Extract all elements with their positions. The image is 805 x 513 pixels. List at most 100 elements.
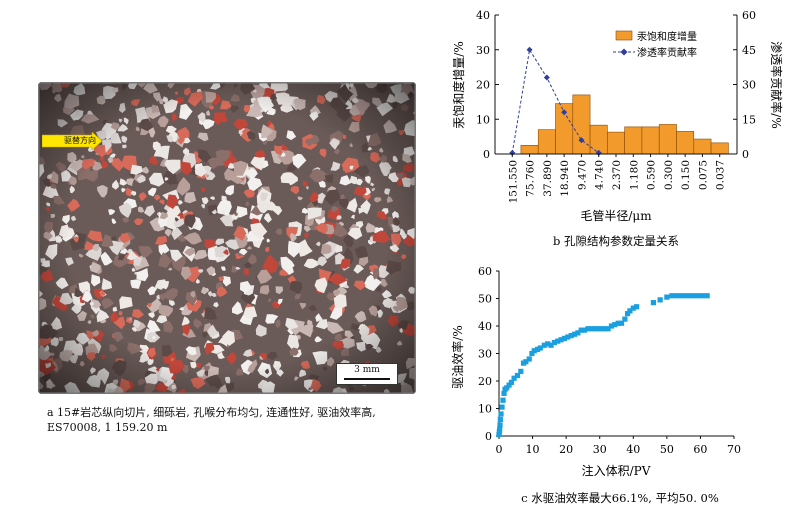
data-point-61 <box>699 293 705 299</box>
bar-1.180 <box>624 126 643 155</box>
data-point-20 <box>531 348 537 354</box>
data-point-24 <box>545 341 551 347</box>
arrow-right-icon <box>42 132 102 150</box>
data-point-48 <box>624 311 631 317</box>
x-tick-label: 0.150 <box>680 160 692 190</box>
bar-0.300 <box>658 124 677 155</box>
data-point-10 <box>504 385 510 391</box>
caption-a-line2: ES70008, 1 159.20 m <box>47 421 168 434</box>
data-point-55 <box>669 293 675 299</box>
chart-c-marks <box>496 293 710 438</box>
data-point-27 <box>555 338 561 344</box>
data-point-7 <box>500 397 506 403</box>
scale-label: 3 mm <box>354 365 380 375</box>
bar-75.760 <box>520 145 539 155</box>
chart-c-ylabel: 驱油效率/% <box>450 325 465 388</box>
data-point-47 <box>622 316 628 322</box>
data-point-19 <box>529 350 535 357</box>
data-point-43 <box>608 323 615 329</box>
x-tick-label: 1.180 <box>628 160 640 190</box>
data-point-51 <box>634 304 640 310</box>
y2-tick-label: 15 <box>742 113 756 126</box>
pore-structure-chart: 0 10 20 30 40 0 15 30 45 60 151.550 75.760 37.890 18.… <box>451 9 784 248</box>
data-point-15 <box>518 368 524 374</box>
chart-b-ylabel: 汞饱和度增量/% <box>451 41 466 128</box>
data-point-46 <box>618 320 625 326</box>
y2-tick-label: 45 <box>742 44 756 57</box>
y-tick-label: 20 <box>476 79 490 92</box>
chart-b-y2label: 渗透率贡献率/% <box>769 41 784 128</box>
caption-a-line1: a 15#岩芯纵向切片, 细砾岩, 孔喉分布均匀, 连通性好, 驱油效率高, <box>47 406 376 419</box>
y2-tick-label: 0 <box>742 148 749 161</box>
bar-4.740 <box>589 124 608 155</box>
x-tick-label: 70 <box>727 443 741 456</box>
x-tick-label: 50 <box>660 443 674 456</box>
data-point-21 <box>535 346 541 352</box>
x-tick-label: 10 <box>526 443 540 456</box>
data-point-0 <box>496 432 502 438</box>
y-tick-label: 30 <box>476 44 490 57</box>
y-tick-label: 50 <box>478 293 492 306</box>
data-point-1 <box>496 429 502 435</box>
data-point-54 <box>664 294 670 300</box>
data-point-28 <box>558 337 564 343</box>
data-point-58 <box>684 293 690 299</box>
x-tick-label: 30 <box>593 443 607 456</box>
chart-b-legend: 汞饱和度增量 渗透率贡献率 <box>613 30 697 59</box>
x-tick-label: 0.590 <box>646 160 658 190</box>
x-tick-label: 37.890 <box>542 160 554 197</box>
data-point-32 <box>571 331 578 337</box>
y-tick-label: 20 <box>478 375 492 388</box>
chart-b-caption: b 孔隙结构参数定量关系 <box>553 234 679 248</box>
data-point-49 <box>627 308 633 314</box>
data-point-30 <box>565 334 571 340</box>
x-tick-label: 0.075 <box>697 160 709 190</box>
caption-a: a 15#岩芯纵向切片, 细砾岩, 孔喉分布均匀, 连通性好, 驱油效率高, E… <box>47 405 376 435</box>
x-tick-label: 60 <box>693 443 707 456</box>
data-point-22 <box>537 345 543 351</box>
data-point-6 <box>499 404 505 410</box>
x-tick-label: 4.740 <box>594 160 606 190</box>
data-point-5 <box>498 411 504 417</box>
data-point-45 <box>615 320 621 326</box>
legend-line-marker <box>620 48 628 56</box>
chart-c-caption: c 水驱油效率最大66.1%, 平均50. 0% <box>521 491 719 505</box>
data-point-31 <box>568 333 574 339</box>
data-point-59 <box>689 293 695 299</box>
bar-0.037 <box>710 142 729 155</box>
y-tick-label: 0 <box>483 148 490 161</box>
chart-b-xlabel: 毛管半径/μm <box>580 208 652 223</box>
x-tick-label: 0.300 <box>663 160 675 190</box>
data-point-33 <box>575 330 581 336</box>
data-point-8 <box>501 390 507 396</box>
data-point-38 <box>592 326 598 332</box>
data-point-40 <box>598 326 604 332</box>
legend-bar-label: 汞饱和度增量 <box>637 30 697 43</box>
data-point-18 <box>526 356 532 362</box>
data-point-23 <box>541 342 547 348</box>
x-tick-label: 2.370 <box>611 160 623 190</box>
x-tick-label: 18.940 <box>559 160 571 197</box>
data-point-17 <box>523 359 529 365</box>
data-point-3 <box>497 422 503 428</box>
permeability-point-1 <box>526 46 533 53</box>
x-tick-label: 9.470 <box>576 160 588 190</box>
displacement-efficiency-chart: 0 10 20 30 40 50 60 0 10 20 30 40 50 60 70 驱油效率/% 注入体积… <box>450 265 741 505</box>
rock-slice-image <box>38 82 416 394</box>
permeability-line <box>511 48 600 154</box>
y-tick-label: 40 <box>476 9 490 22</box>
chart-c-xlabel: 注入体积/PV <box>582 463 651 478</box>
bar-0.150 <box>676 131 695 155</box>
data-point-53 <box>657 297 663 303</box>
bar-37.890 <box>537 129 556 155</box>
legend-line-label: 渗透率贡献率 <box>637 46 697 59</box>
y-tick-label: 0 <box>485 430 492 443</box>
data-point-56 <box>674 293 680 299</box>
permeability-point-2 <box>543 74 550 81</box>
permeability-point-4 <box>578 137 585 144</box>
bar-2.370 <box>607 131 625 155</box>
data-point-34 <box>578 327 584 333</box>
data-point-52 <box>650 300 657 306</box>
chart-b-marks <box>509 46 729 156</box>
data-point-25 <box>548 342 554 348</box>
